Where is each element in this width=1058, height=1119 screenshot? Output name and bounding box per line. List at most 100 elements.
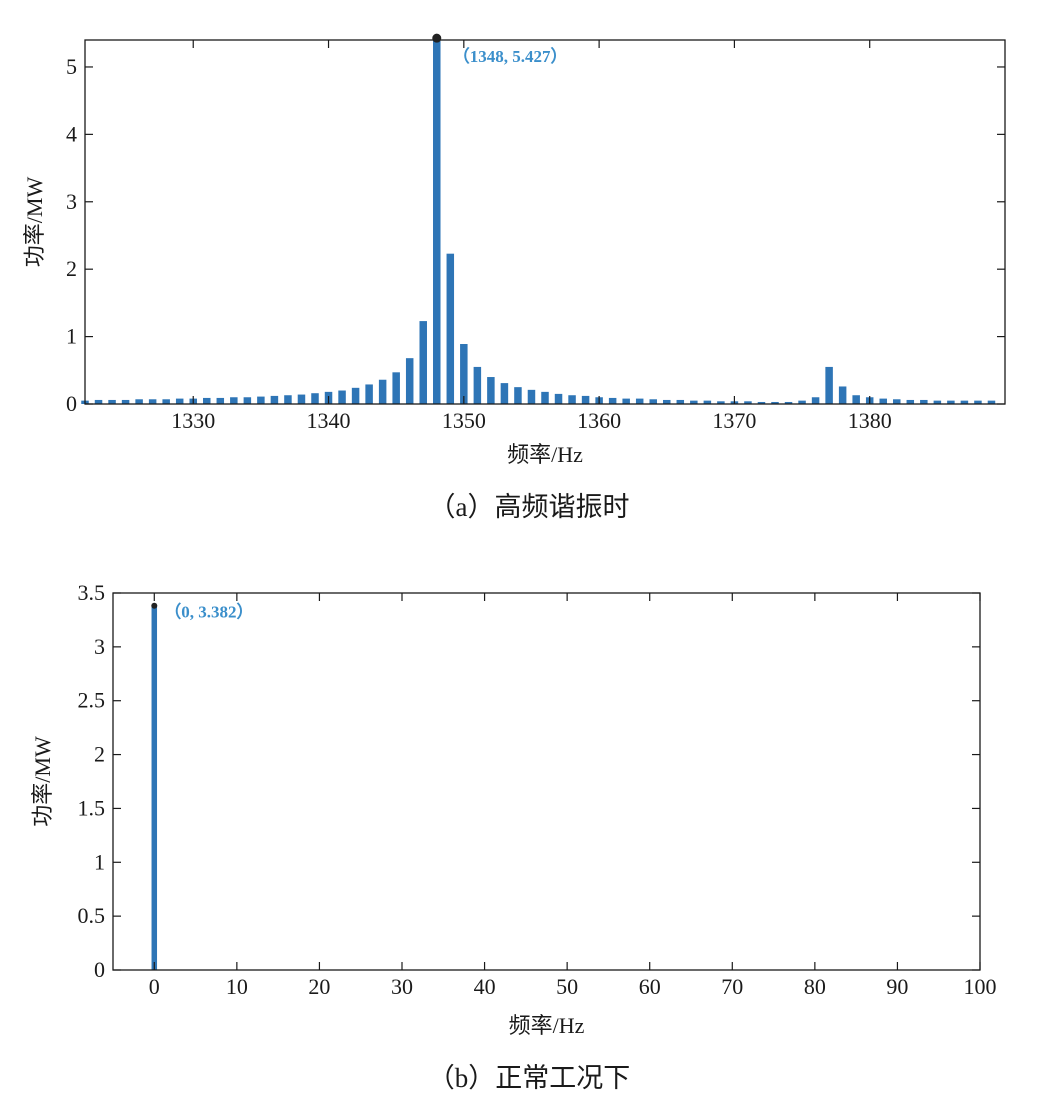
chart-a-bar-1356 bbox=[541, 391, 549, 404]
chart-a-peak-marker bbox=[432, 33, 442, 43]
chart-a-bar-1379 bbox=[852, 395, 860, 404]
chart-a-bar-1351 bbox=[473, 366, 482, 404]
chart-a-bar-1333 bbox=[230, 397, 238, 404]
chart-a-bar-1389 bbox=[987, 400, 996, 404]
chart-a-ytick-label-4: 4 bbox=[66, 121, 77, 146]
chart-a-bar-1357 bbox=[554, 393, 563, 404]
chart-a-x-axis-title: 频率/Hz bbox=[507, 442, 583, 467]
chart-b-xtick-label-30: 30 bbox=[391, 974, 413, 999]
chart-a-bar-1358 bbox=[568, 395, 576, 404]
chart-a-bar-1385 bbox=[933, 400, 942, 404]
chart-a-xtick-label-1330: 1330 bbox=[171, 408, 215, 433]
chart-a-bar-1335 bbox=[257, 396, 265, 404]
chart-a-bar-1365 bbox=[663, 399, 671, 404]
chart-a-ytick-label-2: 2 bbox=[66, 256, 77, 281]
chart-a-bar-1366 bbox=[676, 399, 685, 404]
chart-a-bar-1341 bbox=[338, 390, 346, 404]
chart-a-bar-1381 bbox=[879, 398, 887, 404]
chart-a-bar-1373 bbox=[771, 401, 779, 404]
chart-a-bar-1359 bbox=[581, 395, 590, 404]
chart-b-plot-frame bbox=[112, 592, 981, 971]
chart-a-bar-1353 bbox=[500, 383, 509, 404]
chart-a-xtick-label-1380: 1380 bbox=[848, 408, 892, 433]
chart-a-bar-1369 bbox=[717, 401, 725, 404]
chart-a-bar-1337 bbox=[284, 395, 292, 404]
chart-b-xtick-label-20: 20 bbox=[308, 974, 330, 999]
chart-b-xtick-label-60: 60 bbox=[639, 974, 661, 999]
chart-b-ytick-label-0: 0 bbox=[94, 957, 105, 982]
chart-a-bar-1383 bbox=[906, 399, 915, 404]
chart-a-bar-1348 bbox=[433, 38, 441, 405]
chart-a-xtick-label-1340: 1340 bbox=[307, 408, 351, 433]
chart-a-bar-1355 bbox=[527, 389, 536, 404]
chart-a-bar-1372 bbox=[757, 401, 766, 404]
chart-a-xtick-label-1360: 1360 bbox=[577, 408, 621, 433]
chart-b-xtick-label-70: 70 bbox=[721, 974, 743, 999]
chart-a-bar-1367 bbox=[690, 400, 698, 404]
chart-b-xtick-label-100: 100 bbox=[964, 974, 997, 999]
chart-a-bar-1364 bbox=[649, 399, 657, 404]
chart-a-bar-1350 bbox=[460, 344, 468, 404]
chart-b-y-axis-title: 功率/MW bbox=[30, 736, 55, 827]
chart-a-ytick-label-0: 0 bbox=[66, 391, 77, 416]
chart-b-ytick-label-2: 2 bbox=[94, 742, 105, 767]
chart-a-bar-1378 bbox=[838, 386, 847, 404]
chart-a-bar-1384 bbox=[920, 399, 928, 404]
chart-a-bar-1377 bbox=[825, 366, 833, 404]
chart-a-bar-1325 bbox=[121, 399, 130, 404]
chart-a-bar-1334 bbox=[243, 397, 252, 404]
chart-a-bar-1343 bbox=[365, 384, 373, 404]
chart-a-bar-1386 bbox=[947, 400, 955, 404]
chart-panel-a: 1330 1340 1350 1360 1370 1380 0 1 2 3 4 5 （1348, 5.4… bbox=[22, 33, 1006, 522]
chart-a-bar-1361 bbox=[608, 397, 617, 404]
chart-b-xtick-label-80: 80 bbox=[804, 974, 826, 999]
chart-a-bar-1382 bbox=[893, 399, 901, 404]
chart-a-bar-1336 bbox=[270, 395, 279, 404]
chart-b-ytick-label-3: 3 bbox=[94, 634, 105, 659]
chart-a-bar-1388 bbox=[974, 400, 982, 404]
chart-a-bar-1371 bbox=[744, 401, 752, 404]
chart-a-bar-1352 bbox=[487, 377, 495, 404]
chart-a-bar-1349 bbox=[446, 253, 455, 404]
chart-b-xtick-label-40: 40 bbox=[474, 974, 496, 999]
chart-a-bar-1327 bbox=[148, 399, 157, 404]
chart-a-ytick-label-1: 1 bbox=[66, 324, 77, 349]
chart-a-bar-1376 bbox=[811, 397, 820, 404]
chart-a-peak-annotation: （1348, 5.427） bbox=[453, 46, 568, 66]
chart-a-bar-1326 bbox=[135, 399, 143, 404]
chart-a-bar-1344 bbox=[378, 379, 387, 404]
chart-a-caption: （a）高频谐振时 bbox=[429, 492, 630, 522]
chart-a-ytick-label-5: 5 bbox=[66, 54, 77, 79]
chart-a-bar-1368 bbox=[703, 400, 712, 404]
chart-b-ytick-label-1: 1 bbox=[94, 849, 105, 874]
chart-b-peak-marker bbox=[151, 602, 158, 609]
chart-b-xtick-label-10: 10 bbox=[226, 974, 248, 999]
chart-a-bar-1338 bbox=[297, 394, 306, 404]
chart-a-ytick-label-3: 3 bbox=[66, 189, 77, 214]
chart-a-bar-1331 bbox=[203, 397, 211, 404]
chart-a-bar-1342 bbox=[351, 387, 360, 404]
chart-b-caption: （b）正常工况下 bbox=[428, 1063, 631, 1093]
chart-a-bar-1375 bbox=[798, 400, 806, 404]
chart-a-bar-1387 bbox=[960, 400, 969, 404]
chart-b-peak-annotation: （0, 3.382） bbox=[164, 602, 253, 622]
chart-a-bar-1323 bbox=[94, 399, 103, 404]
chart-panel-b: 0 10 20 30 40 50 60 70 80 90 100 0 0.5 1 1.5 2 2.5 3 3.5 （0… bbox=[30, 580, 997, 1093]
chart-a-bar-1354 bbox=[514, 387, 522, 404]
chart-b-ytick-label-2.5: 2.5 bbox=[78, 688, 106, 713]
chart-a-bar-1362 bbox=[622, 398, 630, 404]
chart-a-bar-1328 bbox=[162, 399, 170, 404]
chart-b-xtick-label-90: 90 bbox=[886, 974, 908, 999]
chart-a-bar-1363 bbox=[635, 398, 644, 404]
chart-b-xtick-label-50: 50 bbox=[556, 974, 578, 999]
chart-a-xtick-label-1350: 1350 bbox=[442, 408, 486, 433]
chart-a-y-axis-title: 功率/MW bbox=[22, 177, 47, 268]
chart-b-bar-0 bbox=[151, 605, 158, 970]
chart-b-ytick-label-3.5: 3.5 bbox=[78, 580, 106, 605]
chart-a-plot-frame bbox=[84, 39, 1006, 405]
chart-a-bar-1345 bbox=[392, 372, 400, 404]
chart-b-x-axis-title: 频率/Hz bbox=[509, 1013, 585, 1038]
chart-a-bar-1324 bbox=[108, 399, 116, 404]
chart-a-xtick-label-1370: 1370 bbox=[712, 408, 756, 433]
